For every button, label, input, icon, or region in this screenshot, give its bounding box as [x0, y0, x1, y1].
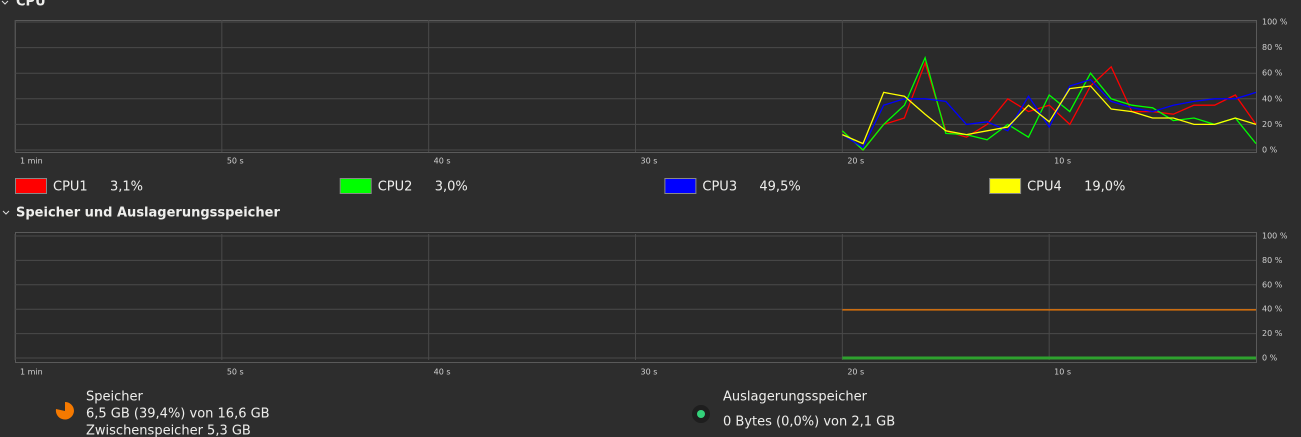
series-line: [841, 78, 1257, 149]
legend-label: CPU4: [1027, 180, 1062, 195]
y-tick-label: 0 %: [1262, 354, 1278, 363]
legend-swatch[interactable]: [664, 178, 697, 194]
y-tick-label: 20 %: [1262, 329, 1283, 338]
y-tick-label: 100 %: [1262, 232, 1288, 241]
x-tick-label: 50 s: [227, 368, 244, 377]
collapse-arrow[interactable]: [1, 0, 9, 5]
legend-label: Speicher: [86, 390, 143, 405]
collapse-arrow[interactable]: [2, 210, 10, 215]
legend-detail: Zwischenspeicher 5,3 GB: [86, 424, 251, 437]
legend-label: CPU2: [378, 180, 413, 195]
x-tick-label: 20 s: [847, 157, 864, 166]
legend-value: 3,1%: [110, 180, 143, 195]
y-tick-label: 20 %: [1262, 120, 1283, 129]
legend-label: Auslagerungsspeicher: [723, 390, 868, 405]
series-line: [842, 85, 1257, 145]
legend-swatch[interactable]: [339, 178, 372, 194]
section-title: CPU: [16, 0, 46, 10]
y-tick-label: 100 %: [1262, 18, 1288, 27]
x-tick-label: 10 s: [1054, 157, 1071, 166]
legend-value: 49,5%: [759, 180, 800, 195]
y-tick-label: 40 %: [1262, 94, 1283, 103]
y-tick-label: 60 %: [1262, 69, 1283, 78]
memory-icon: [55, 402, 74, 420]
x-tick-label: 40 s: [434, 368, 451, 377]
legend-value: 19,0%: [1084, 180, 1125, 195]
y-tick-label: 80 %: [1262, 43, 1283, 52]
x-tick-label: 30 s: [641, 368, 658, 377]
x-tick-label: 1 min: [20, 157, 43, 166]
legend-swatch[interactable]: [989, 178, 1022, 194]
legend-swatch[interactable]: [15, 178, 47, 194]
swap-icon: [697, 410, 705, 418]
y-tick-label: 40 %: [1262, 305, 1283, 314]
x-tick-label: 30 s: [641, 157, 658, 166]
section-title: Speicher und Auslagerungsspeicher: [16, 206, 280, 221]
y-tick-label: 80 %: [1262, 256, 1283, 265]
legend-detail: 6,5 GB (39,4%) von 16,6 GB: [86, 407, 270, 422]
x-tick-label: 20 s: [847, 368, 864, 377]
y-tick-label: 60 %: [1262, 280, 1283, 289]
legend-label: CPU1: [53, 180, 88, 195]
series-line: [841, 55, 1257, 151]
x-tick-label: 40 s: [434, 157, 451, 166]
x-tick-label: 1 min: [20, 368, 43, 377]
x-tick-label: 50 s: [227, 157, 244, 166]
legend-value: 3,0%: [435, 180, 468, 195]
series-line: [841, 60, 1257, 151]
y-tick-label: 0 %: [1262, 146, 1278, 155]
legend-label: CPU3: [702, 180, 737, 195]
x-tick-label: 10 s: [1054, 368, 1071, 377]
legend-detail: 0 Bytes (0,0%) von 2,1 GB: [723, 415, 895, 430]
